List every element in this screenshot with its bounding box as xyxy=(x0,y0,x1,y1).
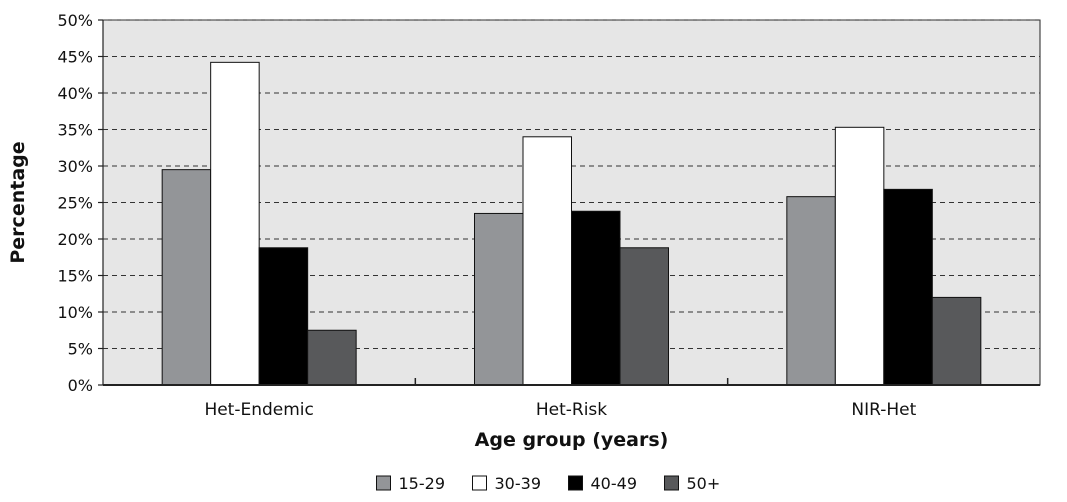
y-tick-label: 40% xyxy=(57,84,93,103)
bar-30-39-Het-Endemic xyxy=(210,61,260,386)
x-category-label: Het-Risk xyxy=(536,400,607,420)
legend-label: 40-49 xyxy=(591,474,638,493)
legend: 15-29 30-39 40-49 50+ xyxy=(376,474,721,493)
y-tick-label: 25% xyxy=(57,194,93,213)
bar-40-49-NIR-Het xyxy=(883,188,933,386)
x-category-labels: Het-Endemic Het-Risk NIR-Het xyxy=(204,400,916,420)
bar-15-29-NIR-Het xyxy=(786,196,836,386)
bar-50+-Het-Endemic xyxy=(307,329,357,386)
bar-15-29-Het-Risk xyxy=(474,212,524,386)
bars xyxy=(161,61,982,386)
legend-label: 15-29 xyxy=(399,474,446,493)
y-tick-label: 35% xyxy=(57,121,93,140)
legend-swatch xyxy=(376,475,391,491)
axes xyxy=(98,19,1040,386)
bar-50+-NIR-Het xyxy=(931,296,982,386)
y-tick-label: 0% xyxy=(68,376,93,395)
legend-label: 30-39 xyxy=(495,474,542,493)
bar-15-29-Het-Endemic xyxy=(161,169,212,386)
legend-swatch xyxy=(664,475,679,491)
legend-swatch xyxy=(472,475,487,491)
legend-swatch xyxy=(568,475,583,491)
x-category-label: NIR-Het xyxy=(851,400,916,420)
bar-30-39-NIR-Het xyxy=(834,126,885,386)
y-axis-title: Percentage xyxy=(7,141,29,263)
y-tick-label: 30% xyxy=(57,157,93,176)
x-axis-title: Age group (years) xyxy=(475,429,669,451)
y-tick-label: 10% xyxy=(57,303,93,322)
y-tick-label: 15% xyxy=(57,267,93,286)
bar-50+-Het-Risk xyxy=(619,247,669,386)
bar-40-49-Het-Risk xyxy=(571,210,621,386)
y-tick-labels: 0% 5% 10% 15% 20% 25% 30% 35% 40% 45% 50% xyxy=(57,11,93,395)
bar-30-39-Het-Risk xyxy=(522,136,572,386)
x-category-label: Het-Endemic xyxy=(204,400,313,420)
y-tick-label: 5% xyxy=(68,340,93,359)
y-tick-label: 50% xyxy=(57,11,93,30)
bar-40-49-Het-Endemic xyxy=(258,247,309,386)
y-tick-label: 20% xyxy=(57,230,93,249)
y-tick-label: 45% xyxy=(57,48,93,67)
legend-label: 50+ xyxy=(687,474,721,493)
